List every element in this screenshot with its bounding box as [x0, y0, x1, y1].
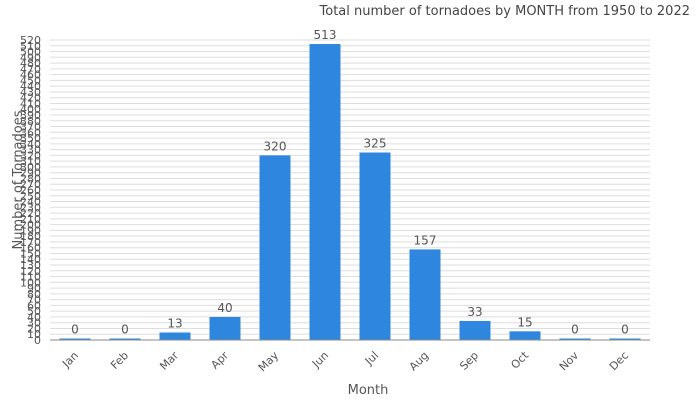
- y-tick-label: 220: [20, 207, 41, 220]
- y-tick-label: 200: [20, 219, 41, 232]
- data-label-may: 320: [264, 139, 287, 153]
- data-labels: 0 0 13 40 320 513 325 157 33 15 0 0: [71, 28, 629, 336]
- data-label-feb: 0: [121, 323, 129, 337]
- y-tick-label: 70: [27, 294, 41, 307]
- y-tick-label: 120: [20, 265, 41, 278]
- y-tick-label: 170: [20, 236, 41, 249]
- bar-apr: [209, 316, 241, 340]
- y-tick-label: 50: [27, 305, 41, 318]
- y-tick-label: 40: [27, 311, 41, 324]
- data-label-oct: 15: [517, 315, 532, 329]
- x-axis-ticks: Jan Feb Mar Apr May Jun Jul Aug Sep Oct Nov Dec: [59, 348, 631, 374]
- y-tick-label: 180: [20, 230, 41, 243]
- y-tick-label: 350: [20, 132, 41, 145]
- y-tick-label: 340: [20, 138, 41, 151]
- y-tick-label: 130: [20, 259, 41, 272]
- bar-dec: [609, 338, 641, 340]
- y-tick-label: 310: [20, 155, 41, 168]
- x-tick-label: Feb: [108, 349, 131, 372]
- y-tick-label: 290: [20, 167, 41, 180]
- y-tick-label: 280: [20, 172, 41, 185]
- x-tick-label: Jan: [59, 349, 81, 371]
- x-axis-title: Month: [348, 383, 389, 398]
- y-tick-label: 260: [20, 184, 41, 197]
- y-tick-label: 210: [20, 213, 41, 226]
- bar-jul: [359, 152, 391, 340]
- data-label-jul: 325: [364, 137, 387, 151]
- y-tick-label: 100: [20, 276, 41, 289]
- x-tick-label: Sep: [457, 349, 481, 373]
- y-tick-label: 240: [20, 196, 41, 209]
- y-tick-label: 470: [20, 63, 41, 76]
- data-label-sep: 33: [467, 305, 482, 319]
- chart-title: Total number of tornadoes by MONTH from …: [319, 4, 690, 19]
- y-tick-label: 330: [20, 144, 41, 157]
- y-tick-label: 490: [20, 51, 41, 64]
- y-tick-label: 510: [20, 40, 41, 53]
- x-tick-label: May: [256, 349, 282, 375]
- y-tick-label: 270: [20, 178, 41, 191]
- x-tick-label: Jul: [362, 349, 381, 368]
- y-tick-label: 190: [20, 224, 41, 237]
- x-tick-label: Jun: [309, 349, 331, 371]
- bar-feb: [109, 338, 141, 340]
- bar-aug: [409, 249, 441, 340]
- y-tick-label: 380: [20, 115, 41, 128]
- y-tick-label: 450: [20, 74, 41, 87]
- y-tick-label: 10: [27, 328, 41, 341]
- x-tick-label: Dec: [607, 349, 631, 373]
- data-label-nov: 0: [571, 323, 579, 337]
- y-tick-label: 400: [20, 103, 41, 116]
- y-tick-label: 110: [20, 271, 41, 284]
- x-tick-label: Aug: [407, 349, 431, 373]
- data-label-jan: 0: [71, 323, 79, 337]
- y-tick-label: 410: [20, 97, 41, 110]
- y-tick-label: 420: [20, 92, 41, 105]
- y-tick-label: 360: [20, 126, 41, 139]
- bar-jun: [309, 44, 341, 341]
- y-tick-label: 160: [20, 242, 41, 255]
- bar-mar: [159, 332, 191, 340]
- y-tick-label: 500: [20, 46, 41, 59]
- y-tick-label: 320: [20, 149, 41, 162]
- y-tick-label: 90: [27, 282, 41, 295]
- data-label-jun: 513: [314, 28, 337, 42]
- y-tick-label: 0: [34, 334, 41, 347]
- data-label-mar: 13: [167, 317, 182, 331]
- y-tick-label: 250: [20, 190, 41, 203]
- y-tick-label: 140: [20, 253, 41, 266]
- y-tick-label: 20: [27, 322, 41, 335]
- data-label-apr: 40: [217, 301, 232, 315]
- y-tick-label: 30: [27, 317, 41, 330]
- x-tick-label: Oct: [508, 348, 531, 371]
- y-tick-label: 230: [20, 201, 41, 214]
- bar-oct: [509, 331, 541, 340]
- data-label-aug: 157: [414, 233, 437, 247]
- y-tick-label: 300: [20, 161, 41, 174]
- grid-lines: [50, 39, 650, 335]
- y-tick-label: 60: [27, 299, 41, 312]
- bar-may: [259, 155, 291, 340]
- y-tick-label: 440: [20, 80, 41, 93]
- x-tick-label: Apr: [208, 349, 231, 372]
- y-tick-label: 370: [20, 121, 41, 134]
- y-tick-label: 390: [20, 109, 41, 122]
- y-axis-title: Number of Tornadoes: [11, 110, 26, 249]
- y-tick-label: 80: [27, 288, 41, 301]
- data-label-dec: 0: [621, 323, 629, 337]
- x-tick-label: Mar: [157, 349, 181, 373]
- y-tick-label: 480: [20, 57, 41, 70]
- y-tick-label: 150: [20, 247, 41, 260]
- y-axis-ticks: 0102030405060708090100110120130140150160…: [20, 34, 41, 347]
- bar-sep: [459, 320, 491, 340]
- y-tick-label: 460: [20, 69, 41, 82]
- y-tick-label: 430: [20, 86, 41, 99]
- bar-jan: [59, 338, 91, 340]
- x-tick-label: Nov: [557, 349, 582, 374]
- bar-nov: [559, 338, 591, 340]
- bars: [59, 44, 641, 341]
- y-tick-label: 520: [20, 34, 41, 47]
